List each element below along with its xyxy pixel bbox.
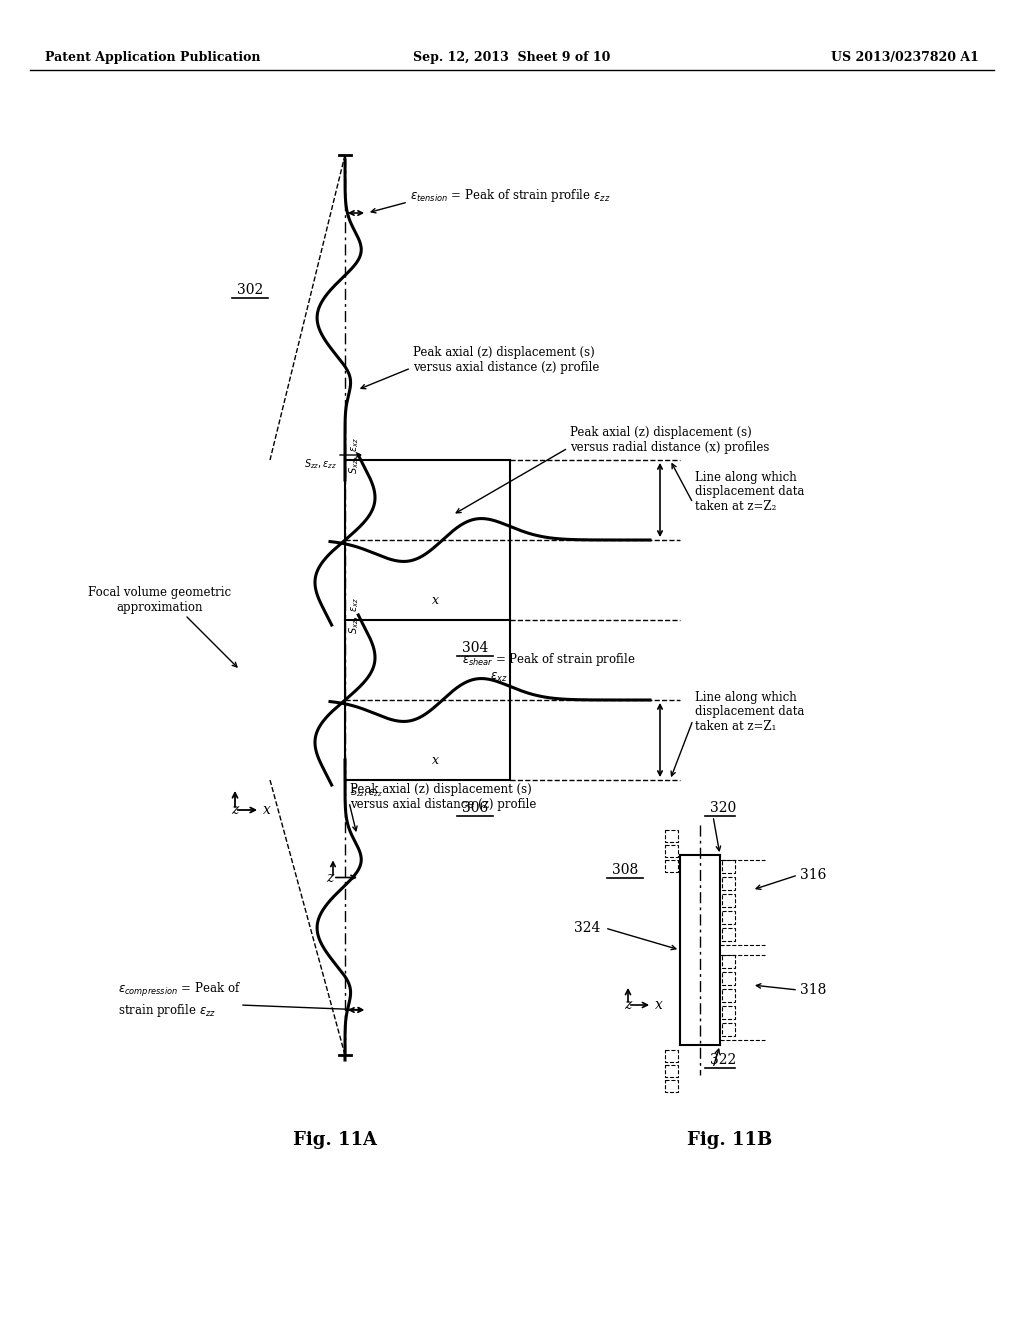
Text: $\varepsilon_{compression}$ = Peak of
strain profile $\varepsilon_{zz}$: $\varepsilon_{compression}$ = Peak of st… bbox=[118, 981, 241, 1019]
Text: $S_{zz},\varepsilon_{zz}$: $S_{zz},\varepsilon_{zz}$ bbox=[350, 785, 383, 799]
Text: z: z bbox=[231, 803, 239, 817]
Text: 318: 318 bbox=[800, 983, 826, 997]
Text: 324: 324 bbox=[573, 921, 600, 935]
Text: $\varepsilon_{xz}$: $\varepsilon_{xz}$ bbox=[490, 671, 508, 684]
Text: x: x bbox=[431, 754, 438, 767]
Text: x: x bbox=[431, 594, 438, 606]
Text: x: x bbox=[655, 998, 663, 1012]
Text: 304: 304 bbox=[462, 642, 488, 655]
Text: 322: 322 bbox=[710, 1053, 736, 1067]
Text: Patent Application Publication: Patent Application Publication bbox=[45, 51, 260, 65]
Text: Sep. 12, 2013  Sheet 9 of 10: Sep. 12, 2013 Sheet 9 of 10 bbox=[414, 51, 610, 65]
Text: z: z bbox=[326, 870, 333, 884]
Text: $S_{xz},\ \varepsilon_{xz}$: $S_{xz},\ \varepsilon_{xz}$ bbox=[347, 597, 360, 634]
Text: 308: 308 bbox=[612, 863, 638, 876]
Text: 306: 306 bbox=[462, 801, 488, 814]
Text: 302: 302 bbox=[237, 282, 263, 297]
Text: z: z bbox=[625, 998, 632, 1012]
Text: $\varepsilon_{shear}$ = Peak of strain profile: $\varepsilon_{shear}$ = Peak of strain p… bbox=[462, 652, 636, 668]
Text: $\varepsilon_{tension}$ = Peak of strain profile $\varepsilon_{zz}$: $\varepsilon_{tension}$ = Peak of strain… bbox=[410, 187, 610, 205]
Text: $S_{zz},\varepsilon_{zz}$: $S_{zz},\varepsilon_{zz}$ bbox=[304, 457, 337, 471]
Text: x: x bbox=[263, 803, 271, 817]
Text: Line along which
displacement data
taken at z=Z₂: Line along which displacement data taken… bbox=[695, 470, 805, 513]
Text: 316: 316 bbox=[800, 869, 826, 882]
Text: Focal volume geometric
approximation: Focal volume geometric approximation bbox=[88, 586, 231, 614]
Text: 320: 320 bbox=[710, 801, 736, 814]
Text: US 2013/0237820 A1: US 2013/0237820 A1 bbox=[831, 51, 979, 65]
Text: Peak axial (z) displacement (s)
versus axial distance (z) profile: Peak axial (z) displacement (s) versus a… bbox=[413, 346, 599, 374]
Text: $S_{xz},\ \varepsilon_{xz}$: $S_{xz},\ \varepsilon_{xz}$ bbox=[347, 437, 360, 474]
Text: Fig. 11A: Fig. 11A bbox=[293, 1131, 377, 1148]
Text: Line along which
displacement data
taken at z=Z₁: Line along which displacement data taken… bbox=[695, 690, 805, 734]
Text: Peak axial (z) displacement (s)
versus radial distance (x) profiles: Peak axial (z) displacement (s) versus r… bbox=[570, 426, 769, 454]
Text: Peak axial (z) displacement (s)
versus axial distance (z) profile: Peak axial (z) displacement (s) versus a… bbox=[350, 783, 537, 810]
Text: Fig. 11B: Fig. 11B bbox=[687, 1131, 773, 1148]
